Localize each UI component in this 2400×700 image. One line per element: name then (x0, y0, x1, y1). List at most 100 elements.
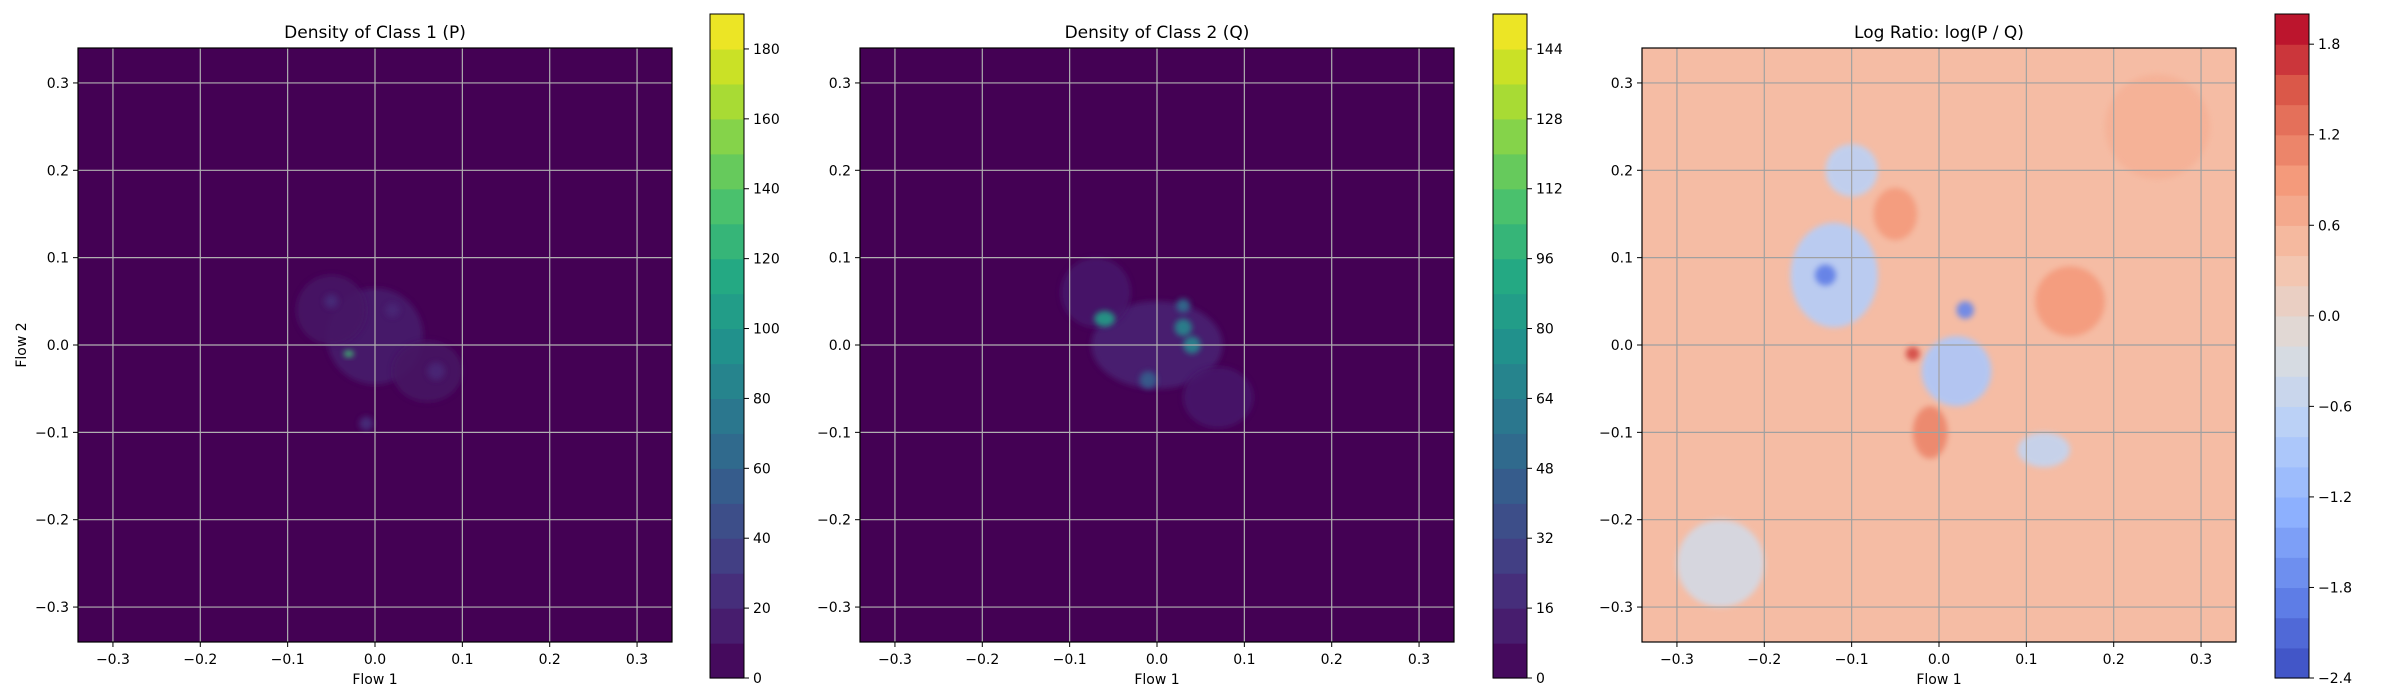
colorbar-level-14 (1493, 188, 1527, 225)
colorbar-level-2 (2275, 617, 2309, 649)
colorbar-level-11 (710, 293, 744, 330)
colorbar-level-17 (2275, 164, 2309, 196)
colorbar-level-19 (1493, 14, 1527, 50)
x-axis-label: Flow 1 (352, 672, 397, 688)
x-axis-label: Flow 1 (1134, 672, 1179, 688)
x-tick-label-1: −0.3 (96, 652, 130, 668)
x-tick-label-6: 0.2 (2103, 652, 2125, 668)
colorbar-level-3 (1493, 573, 1527, 609)
density-blob-8 (385, 303, 400, 318)
x-tick-label-5: 0.1 (451, 652, 473, 668)
density-blob-5 (1921, 336, 1992, 407)
colorbar-tick-label-8: 1.8 (2318, 37, 2340, 53)
colorbar-level-15 (710, 153, 744, 190)
colorbar-tick-label-6: 0.6 (2318, 218, 2340, 234)
x-tick-label-2: −0.2 (965, 652, 999, 668)
density-blob-5 (1139, 371, 1157, 389)
y-tick-label-6: 0.2 (47, 163, 69, 179)
colorbar: 0 16 32 48 64 80 96 112 128 144 (1492, 13, 1563, 687)
colorbar-tick-label-9: 128 (1536, 112, 1563, 128)
colorbar-level-19 (2275, 104, 2309, 136)
colorbar-tick-label-4: 60 (753, 461, 771, 477)
colorbar-level-8 (2275, 436, 2309, 468)
colorbar-level-5 (1493, 503, 1527, 539)
x-tick-label-3: −0.1 (271, 652, 305, 668)
x-tick-label-1: −0.3 (878, 652, 912, 668)
colorbar-level-12 (710, 258, 744, 295)
colorbar-level-16 (710, 118, 744, 155)
subplot-2: −0.3 −0.3 −0.2 −0.2 −0.1 −0.1 0.0 0.0 0.1 0.1 0.2 0… (817, 13, 1563, 688)
colorbar-level-15 (2275, 225, 2309, 257)
colorbar-tick-label-8: 140 (753, 182, 780, 198)
chart-title: Log Ratio: log(P / Q) (1854, 23, 2024, 43)
colorbar-level-2 (710, 608, 744, 644)
density-blob-5 (359, 416, 374, 431)
colorbar-level-6 (710, 468, 744, 504)
y-tick-label-3: −0.1 (35, 425, 69, 441)
colorbar-level-20 (2275, 74, 2309, 106)
x-tick-label-7: 0.3 (626, 652, 648, 668)
colorbar-level-4 (2275, 557, 2309, 589)
colorbar-tick-label-10: 144 (1536, 42, 1563, 58)
colorbar-level-16 (1493, 118, 1527, 155)
density-blob-6 (324, 294, 339, 309)
colorbar-level-22 (2275, 14, 2309, 45)
density-blob-7 (427, 362, 445, 380)
colorbar-level-13 (710, 223, 744, 260)
y-tick-label-6: 0.2 (1611, 163, 1633, 179)
colorbar-tick-label-4: −0.6 (2318, 399, 2352, 415)
colorbar-level-8 (710, 398, 744, 434)
colorbar-tick-label-10: 180 (753, 42, 780, 58)
colorbar-level-12 (2275, 315, 2309, 347)
colorbar-level-3 (2275, 587, 2309, 619)
colorbar-tick-label-3: −1.2 (2318, 490, 2352, 506)
colorbar: −2.4 −1.8 −1.2 −0.6 0.0 0.6 1.2 1.8 (2274, 13, 2352, 687)
colorbar-level-11 (1493, 293, 1527, 330)
colorbar-level-6 (1493, 468, 1527, 504)
colorbar-level-5 (710, 503, 744, 539)
colorbar-level-16 (2275, 195, 2309, 226)
colorbar-tick-label-7: 1.2 (2318, 128, 2340, 144)
colorbar-level-14 (710, 188, 744, 225)
colorbar-level-18 (2275, 134, 2309, 166)
density-blob-4 (392, 340, 463, 402)
colorbar-tick-label-8: 112 (1536, 182, 1563, 198)
colorbar-tick-label-1: 0 (753, 671, 762, 687)
colorbar-level-13 (1493, 223, 1527, 260)
colorbar-level-1 (2275, 647, 2309, 679)
subplot-3: −0.3 −0.3 −0.2 −0.2 −0.1 −0.1 0.0 0.0 0.1 0.1 0.2 0… (1599, 13, 2352, 688)
colorbar: 0 20 40 60 80 100 120 140 160 180 (709, 13, 780, 687)
colorbar-level-17 (710, 83, 744, 120)
colorbar-frame (2274, 13, 2310, 679)
colorbar-tick-label-6: 80 (1536, 322, 1554, 338)
colorbar-level-18 (1493, 48, 1527, 85)
colorbar-tick-label-4: 48 (1536, 461, 1554, 477)
x-tick-label-6: 0.2 (539, 652, 561, 668)
colorbar-frame (1492, 13, 1528, 679)
colorbar-tick-label-6: 100 (753, 322, 780, 338)
colorbar-level-18 (710, 48, 744, 85)
density-blob-4 (1956, 301, 1974, 319)
density-blob-8 (1873, 187, 1918, 241)
density-blob-7 (2035, 266, 2105, 337)
subplot-1: −0.3 −0.3 −0.2 −0.2 −0.1 −0.1 0.0 0.0 0.1 0.1 0.2 0… (14, 13, 780, 688)
density-blob-7 (1060, 257, 1131, 328)
y-tick-label-2: −0.2 (35, 513, 69, 529)
colorbar-level-19 (710, 14, 744, 50)
density-blob-1 (1094, 310, 1116, 327)
density-blob-8 (1183, 366, 1254, 428)
y-tick-label-7: 0.3 (1611, 76, 1633, 92)
colorbar-level-9 (1493, 363, 1527, 400)
colorbar-level-5 (2275, 527, 2309, 558)
colorbar-tick-label-5: 80 (753, 391, 771, 407)
y-tick-label-1: −0.3 (1599, 600, 1633, 616)
density-blob-11 (1676, 519, 1765, 608)
colorbar-level-3 (710, 573, 744, 609)
y-tick-label-3: −0.1 (817, 425, 851, 441)
colorbar-level-7 (1493, 433, 1527, 469)
colorbar-tick-label-7: 96 (1536, 252, 1554, 268)
colorbar-level-12 (1493, 258, 1527, 295)
colorbar-tick-label-2: 16 (1536, 601, 1554, 617)
y-tick-label-2: −0.2 (817, 513, 851, 529)
x-axis-label: Flow 1 (1916, 672, 1961, 688)
